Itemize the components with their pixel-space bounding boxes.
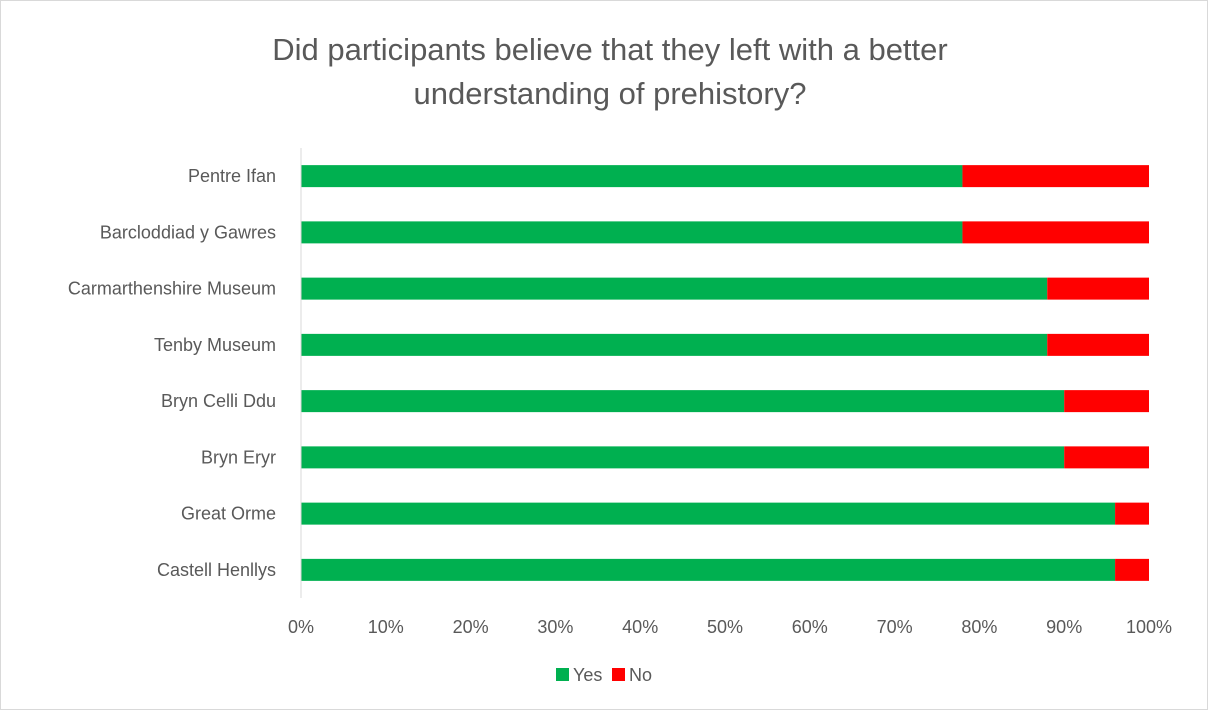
category-label: Great Orme [181, 504, 276, 524]
chart-title: Did participants believe that they left … [272, 32, 948, 111]
bar-no-4 [1064, 390, 1149, 413]
x-tick-label: 60% [792, 617, 828, 637]
x-tick-label: 50% [707, 617, 743, 637]
bar-no-5 [1064, 446, 1149, 469]
bar-yes-2 [301, 277, 1048, 300]
bar-no-0 [962, 165, 1149, 188]
category-label: Pentre Ifan [188, 166, 276, 186]
bar-yes-0 [301, 165, 963, 188]
bar-no-1 [962, 221, 1149, 244]
legend-swatch-no [612, 668, 625, 681]
bar-no-7 [1115, 558, 1149, 581]
legend: Yes No [556, 665, 652, 685]
x-tick-label: 100% [1126, 617, 1172, 637]
x-tick-label: 70% [877, 617, 913, 637]
x-tick-label: 10% [368, 617, 404, 637]
category-label: Tenby Museum [154, 335, 276, 355]
x-tick-label: 30% [537, 617, 573, 637]
category-label: Bryn Celli Ddu [161, 391, 276, 411]
x-tick-label: 90% [1046, 617, 1082, 637]
legend-label-yes: Yes [573, 665, 602, 685]
x-tick-label: 40% [622, 617, 658, 637]
legend-swatch-yes [556, 668, 569, 681]
category-labels: Pentre Ifan Barcloddiad y Gawres Carmarthe… [68, 166, 276, 580]
bar-yes-1 [301, 221, 963, 244]
bar-yes-5 [301, 446, 1065, 469]
x-tick-label: 20% [453, 617, 489, 637]
bar-no-3 [1047, 333, 1149, 356]
category-label: Barcloddiad y Gawres [100, 222, 276, 242]
category-label: Bryn Eryr [201, 447, 276, 467]
category-label: Carmarthenshire Museum [68, 279, 276, 299]
category-label: Castell Henllys [157, 560, 276, 580]
bar-no-6 [1115, 502, 1149, 525]
bar-yes-6 [301, 502, 1116, 525]
bar-yes-7 [301, 558, 1116, 581]
bar-no-2 [1047, 277, 1149, 300]
legend-label-no: No [629, 665, 652, 685]
x-tick-labels: 0% 10% 20% 30% 40% 50% 60% 70% 80% 90% 100% [288, 617, 1172, 637]
bar-yes-3 [301, 333, 1048, 356]
bar-yes-4 [301, 390, 1065, 413]
x-tick-label: 0% [288, 617, 314, 637]
x-tick-label: 80% [961, 617, 997, 637]
bars-group [301, 165, 1149, 581]
